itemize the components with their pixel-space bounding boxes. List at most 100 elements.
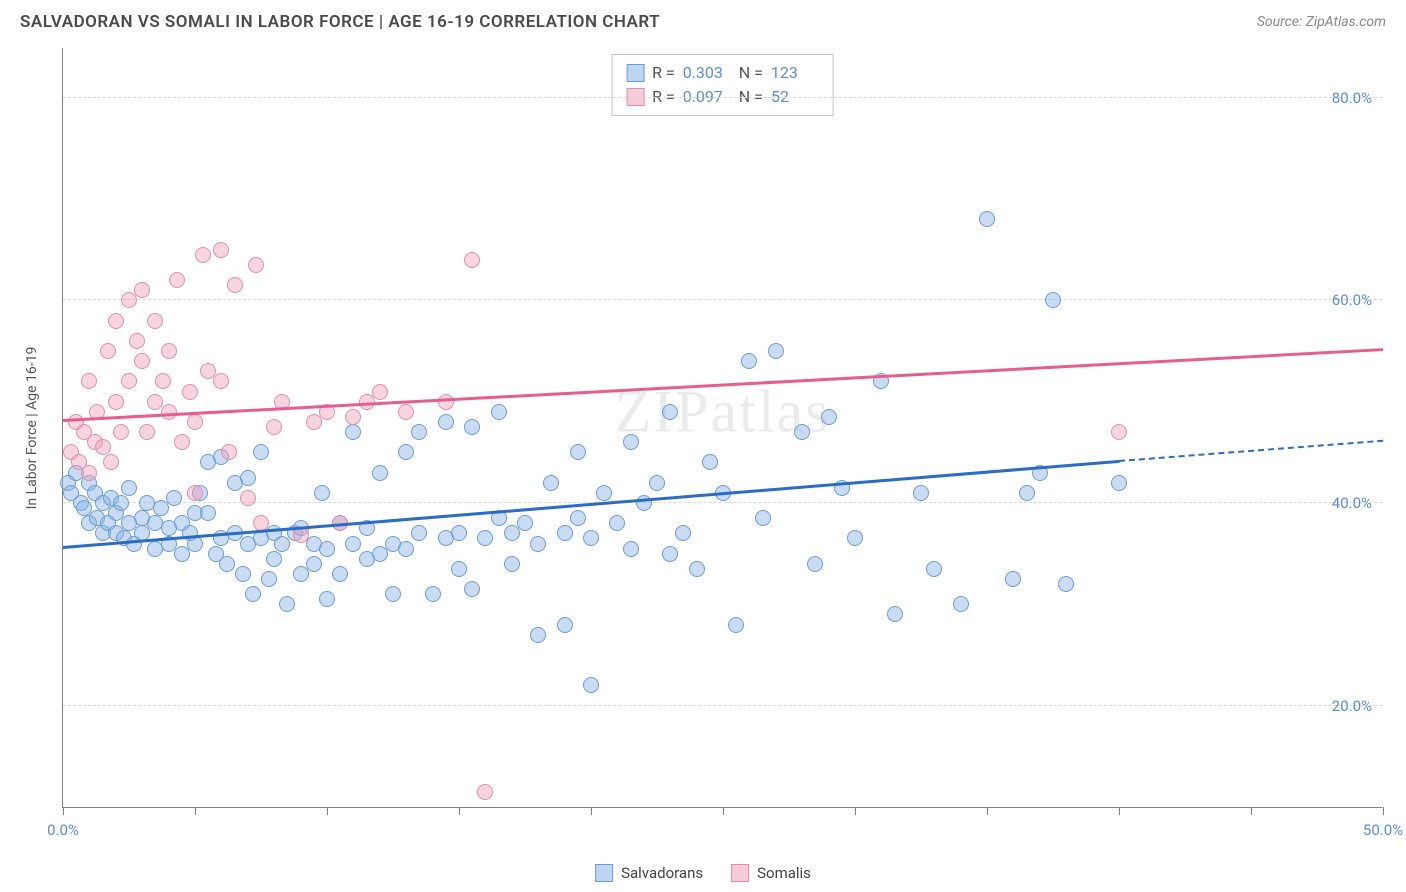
data-point: [953, 596, 969, 612]
data-point: [103, 454, 119, 470]
data-point: [451, 525, 467, 541]
data-point: [372, 546, 388, 562]
x-tick: [63, 807, 64, 815]
gridline: [63, 705, 1382, 706]
gridline: [63, 97, 1382, 98]
x-tick: [855, 807, 856, 815]
data-point: [491, 404, 507, 420]
data-point: [261, 571, 277, 587]
data-point: [398, 404, 414, 420]
data-point: [557, 525, 573, 541]
data-point: [219, 556, 235, 572]
y-tick-label: 80.0%: [1332, 89, 1372, 107]
trend-line: [63, 349, 1383, 422]
data-point: [1019, 485, 1035, 501]
data-point: [113, 424, 129, 440]
data-point: [583, 530, 599, 546]
data-point: [200, 505, 216, 521]
data-point: [649, 475, 665, 491]
y-tick-label: 60.0%: [1332, 291, 1372, 309]
data-point: [266, 419, 282, 435]
data-point: [398, 444, 414, 460]
x-tick-label: 0.0%: [47, 821, 79, 839]
data-point: [108, 394, 124, 410]
x-tick: [1251, 807, 1252, 815]
data-point: [81, 373, 97, 389]
data-point: [345, 536, 361, 552]
stat-r-value-1: 0.303: [683, 61, 731, 85]
data-point: [147, 313, 163, 329]
legend-swatch-somalis-icon: [731, 864, 749, 882]
data-point: [161, 404, 177, 420]
data-point: [187, 485, 203, 501]
chart-title: SALVADORAN VS SOMALI IN LABOR FORCE | AG…: [20, 12, 660, 32]
data-point: [314, 485, 330, 501]
data-point: [372, 384, 388, 400]
data-point: [517, 515, 533, 531]
data-point: [451, 561, 467, 577]
data-point: [306, 556, 322, 572]
data-point: [81, 465, 97, 481]
data-point: [235, 566, 251, 582]
data-point: [182, 384, 198, 400]
data-point: [153, 500, 169, 516]
data-point: [221, 444, 237, 460]
legend-label-1: Salvadorans: [621, 864, 703, 882]
data-point: [169, 272, 185, 288]
data-point: [161, 343, 177, 359]
chart-container: In Labor Force | Age 16-19 ZIPatlas R = …: [40, 48, 1390, 808]
data-point: [847, 530, 863, 546]
data-point: [195, 247, 211, 263]
data-point: [345, 424, 361, 440]
data-point: [477, 530, 493, 546]
data-point: [121, 292, 137, 308]
data-point: [187, 414, 203, 430]
swatch-salvadorans-icon: [626, 64, 644, 82]
data-point: [213, 373, 229, 389]
data-point: [274, 536, 290, 552]
data-point: [477, 784, 493, 800]
bottom-legend: Salvadorans Somalis: [595, 864, 811, 882]
x-tick: [987, 807, 988, 815]
data-point: [319, 591, 335, 607]
data-point: [623, 434, 639, 450]
data-point: [113, 495, 129, 511]
data-point: [279, 596, 295, 612]
data-point: [662, 546, 678, 562]
data-point: [95, 439, 111, 455]
plot-area: ZIPatlas R = 0.303 N = 123 R = 0.097 N =…: [62, 48, 1382, 808]
data-point: [293, 527, 309, 543]
x-tick: [723, 807, 724, 815]
data-point: [121, 480, 137, 496]
data-point: [530, 536, 546, 552]
legend-item-salvadorans: Salvadorans: [595, 864, 703, 882]
y-axis-label: In Labor Force | Age 16-19: [24, 347, 40, 510]
data-point: [755, 510, 771, 526]
data-point: [293, 566, 309, 582]
data-point: [438, 414, 454, 430]
data-point: [411, 424, 427, 440]
data-point: [240, 490, 256, 506]
data-point: [100, 343, 116, 359]
data-point: [174, 546, 190, 562]
data-point: [583, 677, 599, 693]
data-point: [306, 414, 322, 430]
data-point: [821, 409, 837, 425]
data-point: [121, 373, 137, 389]
data-point: [139, 424, 155, 440]
data-point: [662, 404, 678, 420]
legend-swatch-salvadorans-icon: [595, 864, 613, 882]
data-point: [728, 617, 744, 633]
stats-legend-box: R = 0.303 N = 123 R = 0.097 N = 52: [611, 54, 834, 116]
data-point: [596, 485, 612, 501]
legend-label-2: Somalis: [757, 864, 811, 882]
data-point: [504, 525, 520, 541]
data-point: [245, 586, 261, 602]
data-point: [609, 515, 625, 531]
legend-item-somalis: Somalis: [731, 864, 811, 882]
x-tick: [459, 807, 460, 815]
data-point: [129, 333, 145, 349]
data-point: [266, 551, 282, 567]
data-point: [134, 353, 150, 369]
data-point: [913, 485, 929, 501]
